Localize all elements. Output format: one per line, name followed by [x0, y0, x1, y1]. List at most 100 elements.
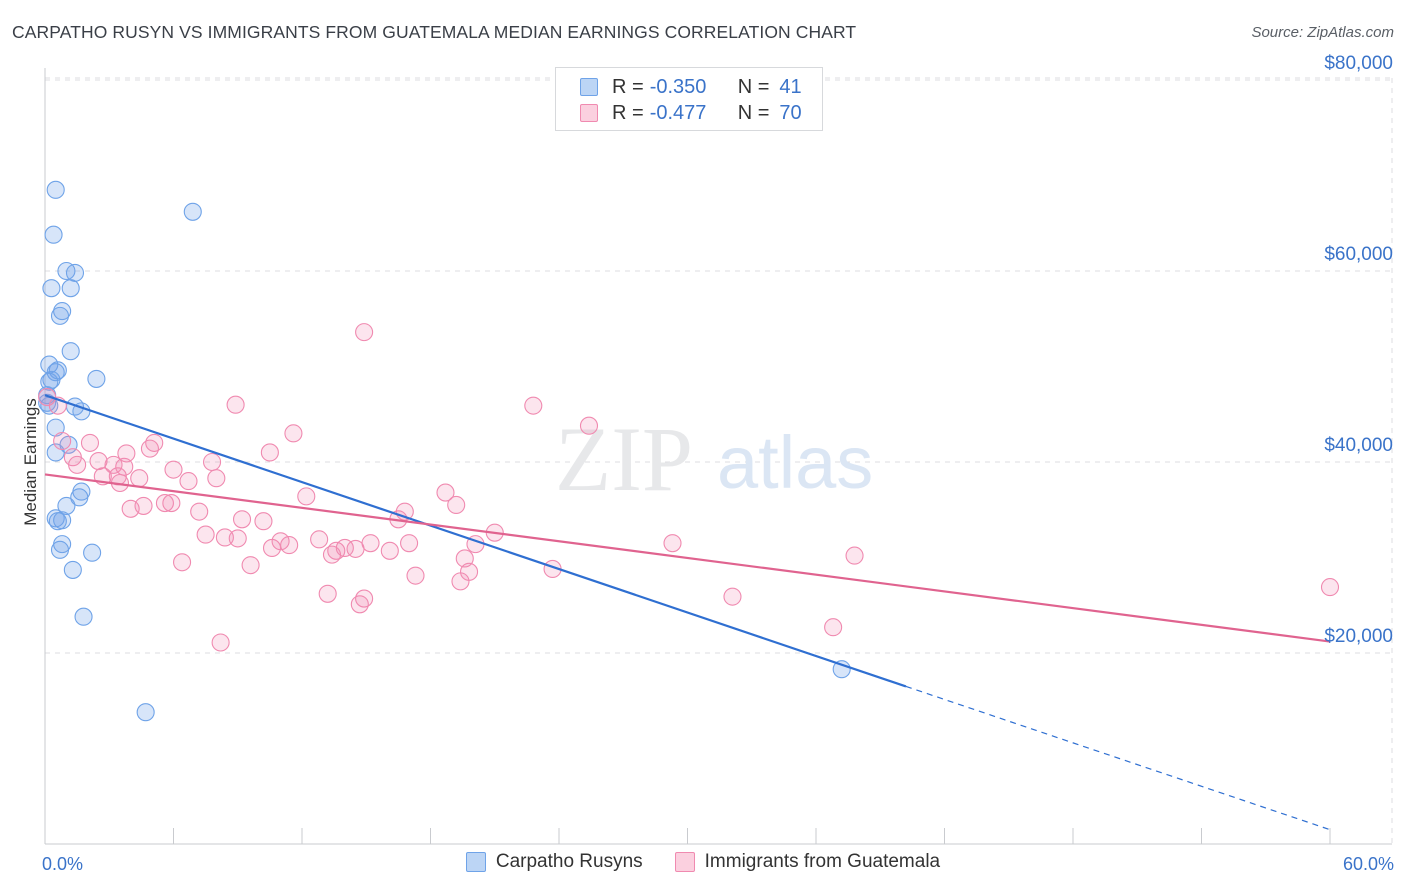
axis-labels: $20,000 $40,000 $60,000 $80,000 0.0% 60.0% Med… — [21, 53, 1394, 874]
legend-item-carpatho[interactable]: Carpatho Rusyns — [465, 851, 643, 873]
data-point — [87, 369, 106, 388]
data-point — [459, 562, 479, 581]
data-point — [50, 306, 70, 325]
grid-lines — [45, 77, 1393, 844]
trend-line-extension — [905, 685, 1331, 831]
data-point — [215, 528, 234, 547]
data-point — [68, 455, 87, 474]
data-point — [380, 541, 399, 560]
legend-label-carpatho: Carpatho Rusyns — [495, 851, 643, 872]
y-tick-label: $40,000 — [1324, 435, 1393, 456]
data-point — [406, 566, 425, 585]
data-point — [80, 433, 100, 452]
trend-line — [44, 394, 907, 688]
data-point — [83, 543, 102, 562]
data-point — [65, 263, 85, 282]
data-point — [173, 553, 192, 572]
x-tick-label-max: 60.0% — [1343, 854, 1394, 874]
data-point — [70, 488, 89, 507]
data-point — [89, 451, 108, 471]
source-label: Source: ZipAtlas.com — [1251, 24, 1394, 41]
data-point — [436, 483, 455, 502]
y-tick-label: $80,000 — [1324, 53, 1393, 74]
data-point — [318, 584, 337, 603]
data-point — [48, 512, 67, 531]
chart-title: CARPATHO RUSYN VS IMMIGRANTS FROM GUATEM… — [12, 22, 857, 42]
data-point — [400, 534, 419, 553]
data-point — [104, 455, 123, 474]
data-point — [179, 472, 198, 491]
data-point — [1320, 578, 1340, 597]
legend-swatch-carpatho — [580, 78, 598, 96]
legend-n-label: N = — [737, 101, 770, 124]
legend-label-guatemala: Immigrants from Guatemala — [704, 851, 941, 872]
data-point — [297, 487, 316, 506]
data-point — [241, 556, 260, 575]
watermark-atlas: atlas — [717, 421, 873, 504]
data-point — [63, 560, 82, 579]
legend-r-label: R = — [612, 75, 644, 98]
data-point — [579, 416, 599, 435]
legend-swatch-guatemala — [580, 104, 598, 122]
data-point — [350, 595, 369, 614]
x-tick-label-min: 0.0% — [42, 854, 83, 874]
data-point — [228, 529, 247, 548]
data-point — [136, 703, 155, 722]
data-point — [524, 396, 543, 415]
data-point — [663, 534, 682, 553]
data-point — [226, 395, 245, 414]
watermark: ZIP atlas — [555, 408, 873, 510]
data-point — [46, 443, 65, 462]
data-point — [117, 444, 136, 463]
data-point — [183, 202, 202, 221]
data-point — [155, 494, 174, 513]
data-point — [310, 530, 329, 549]
trend-line — [44, 473, 1331, 643]
data-point — [44, 225, 63, 244]
data-point — [280, 536, 299, 555]
data-point — [53, 302, 72, 321]
y-tick-label: $20,000 — [1324, 626, 1393, 647]
data-point — [74, 607, 93, 626]
legend-n-value: 70 — [779, 101, 802, 124]
data-point — [50, 540, 70, 559]
legend-item-guatemala[interactable]: Immigrants from Guatemala — [674, 851, 941, 873]
data-point — [190, 502, 209, 521]
legend-row-guatemala: R = -0.477 N = 70 — [580, 101, 802, 125]
data-point — [845, 546, 864, 565]
data-point — [355, 323, 374, 342]
data-point — [254, 512, 273, 531]
data-point — [203, 452, 222, 472]
data-point — [211, 633, 230, 652]
data-point — [162, 494, 181, 513]
data-point — [140, 439, 159, 458]
series-legend: Carpatho Rusyns Immigrants from Guatemal… — [0, 851, 1406, 873]
data-point — [38, 393, 57, 412]
series-carpatho-rusyns — [38, 180, 851, 722]
data-point — [40, 372, 59, 391]
data-point — [284, 424, 303, 443]
data-point — [262, 538, 282, 558]
series-immigrants-guatemala — [38, 323, 1340, 652]
legend-r-value: -0.477 — [649, 101, 707, 124]
y-axis-title: Median Earnings — [21, 398, 40, 526]
axes — [44, 68, 1392, 845]
y-tick-label: $60,000 — [1324, 244, 1393, 265]
legend-n-label: N = — [737, 75, 770, 98]
trend-lines — [44, 394, 1331, 831]
data-point — [46, 180, 65, 199]
data-point — [447, 495, 466, 515]
data-point — [824, 618, 843, 637]
data-point — [361, 534, 380, 553]
data-point — [53, 431, 72, 451]
data-point — [322, 545, 342, 564]
data-point — [164, 460, 183, 479]
correlation-legend: R = -0.350 N = 41 R = -0.477 N = 70 — [555, 67, 823, 131]
data-point — [61, 342, 80, 361]
data-point — [134, 496, 153, 515]
legend-n-value: 41 — [779, 75, 802, 98]
legend-r-value: -0.350 — [649, 75, 707, 98]
data-point — [57, 496, 76, 515]
data-point — [723, 587, 742, 606]
